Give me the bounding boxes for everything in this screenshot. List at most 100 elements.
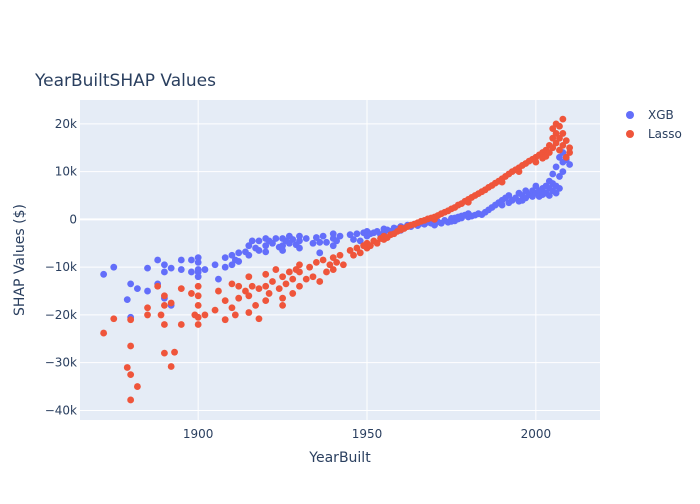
data-point[interactable] <box>188 256 195 264</box>
data-point[interactable] <box>532 158 540 166</box>
data-point[interactable] <box>194 301 202 309</box>
data-point[interactable] <box>221 254 229 262</box>
data-point[interactable] <box>312 258 320 266</box>
data-point[interactable] <box>110 315 118 323</box>
data-point[interactable] <box>194 254 202 262</box>
data-point[interactable] <box>296 268 303 276</box>
data-point[interactable] <box>559 115 567 123</box>
data-point[interactable] <box>336 251 344 259</box>
data-point[interactable] <box>110 263 118 271</box>
data-point[interactable] <box>272 235 280 242</box>
data-point[interactable] <box>167 299 175 307</box>
data-point[interactable] <box>336 232 344 240</box>
data-point[interactable] <box>333 258 341 266</box>
data-point[interactable] <box>134 285 141 293</box>
data-point[interactable] <box>127 396 135 404</box>
data-point[interactable] <box>221 297 229 304</box>
data-point[interactable] <box>269 278 276 285</box>
data-point[interactable] <box>248 237 256 245</box>
data-point[interactable] <box>373 239 381 247</box>
data-point[interactable] <box>282 280 290 288</box>
data-point[interactable] <box>245 309 253 316</box>
data-point[interactable] <box>339 261 347 269</box>
data-point[interactable] <box>235 294 243 302</box>
data-point[interactable] <box>566 149 574 156</box>
data-point[interactable] <box>100 329 108 337</box>
data-point[interactable] <box>269 239 276 247</box>
data-point[interactable] <box>323 238 330 246</box>
data-point[interactable] <box>545 192 553 199</box>
data-point[interactable] <box>211 306 219 314</box>
data-point[interactable] <box>302 235 310 242</box>
data-point[interactable] <box>329 242 337 250</box>
data-point[interactable] <box>194 321 202 328</box>
data-point[interactable] <box>549 144 557 152</box>
data-point[interactable] <box>289 236 297 243</box>
data-point[interactable] <box>201 311 209 319</box>
data-point[interactable] <box>346 231 354 239</box>
data-point[interactable] <box>566 144 574 152</box>
data-point[interactable] <box>255 237 263 245</box>
data-point[interactable] <box>312 234 320 241</box>
data-point[interactable] <box>316 238 324 246</box>
data-point[interactable] <box>556 146 563 154</box>
data-point[interactable] <box>296 237 303 245</box>
data-point[interactable] <box>255 285 263 293</box>
data-point[interactable] <box>559 168 567 176</box>
data-point[interactable] <box>552 130 560 137</box>
data-point[interactable] <box>552 189 560 197</box>
data-point[interactable] <box>498 201 506 209</box>
data-point[interactable] <box>323 268 330 276</box>
data-point[interactable] <box>464 198 472 206</box>
data-point[interactable] <box>161 321 168 328</box>
data-point[interactable] <box>289 275 297 283</box>
data-point[interactable] <box>201 266 209 273</box>
data-point[interactable] <box>144 264 151 272</box>
data-point[interactable] <box>556 153 563 161</box>
data-point[interactable] <box>549 170 557 178</box>
data-point[interactable] <box>356 237 364 245</box>
data-point[interactable] <box>556 184 563 192</box>
data-point[interactable] <box>366 242 374 250</box>
data-point[interactable] <box>177 321 185 328</box>
data-point[interactable] <box>285 268 293 276</box>
data-point[interactable] <box>296 261 303 269</box>
data-point[interactable] <box>245 251 253 259</box>
data-point[interactable] <box>316 278 324 285</box>
data-point[interactable] <box>549 134 557 142</box>
data-point[interactable] <box>215 275 222 283</box>
data-point[interactable] <box>346 247 354 254</box>
data-point[interactable] <box>154 256 162 264</box>
data-point[interactable] <box>235 258 243 265</box>
data-point[interactable] <box>171 348 178 356</box>
legend-item-xgb[interactable]: XGB <box>626 108 674 122</box>
data-point[interactable] <box>245 292 253 300</box>
data-point[interactable] <box>566 161 574 168</box>
data-point[interactable] <box>556 173 563 180</box>
data-point[interactable] <box>177 256 185 264</box>
data-point[interactable] <box>127 316 135 324</box>
data-point[interactable] <box>262 248 270 256</box>
data-point[interactable] <box>279 242 286 250</box>
legend[interactable]: XGB Lasso <box>626 108 682 141</box>
data-point[interactable] <box>188 290 195 297</box>
data-point[interactable] <box>221 263 229 271</box>
data-point[interactable] <box>289 290 297 297</box>
data-point[interactable] <box>279 247 286 254</box>
data-point[interactable] <box>559 141 567 149</box>
data-point[interactable] <box>279 301 286 309</box>
data-point[interactable] <box>309 273 317 281</box>
data-point[interactable] <box>211 261 219 269</box>
data-point[interactable] <box>144 311 151 319</box>
data-point[interactable] <box>356 249 364 257</box>
data-point[interactable] <box>562 153 570 161</box>
data-point[interactable] <box>157 311 165 319</box>
data-point[interactable] <box>144 287 151 295</box>
data-point[interactable] <box>194 273 202 281</box>
data-point[interactable] <box>167 264 175 272</box>
data-point[interactable] <box>228 251 236 259</box>
data-point[interactable] <box>252 301 259 309</box>
data-point[interactable] <box>552 163 560 171</box>
data-point[interactable] <box>279 273 286 281</box>
data-point[interactable] <box>559 130 567 137</box>
